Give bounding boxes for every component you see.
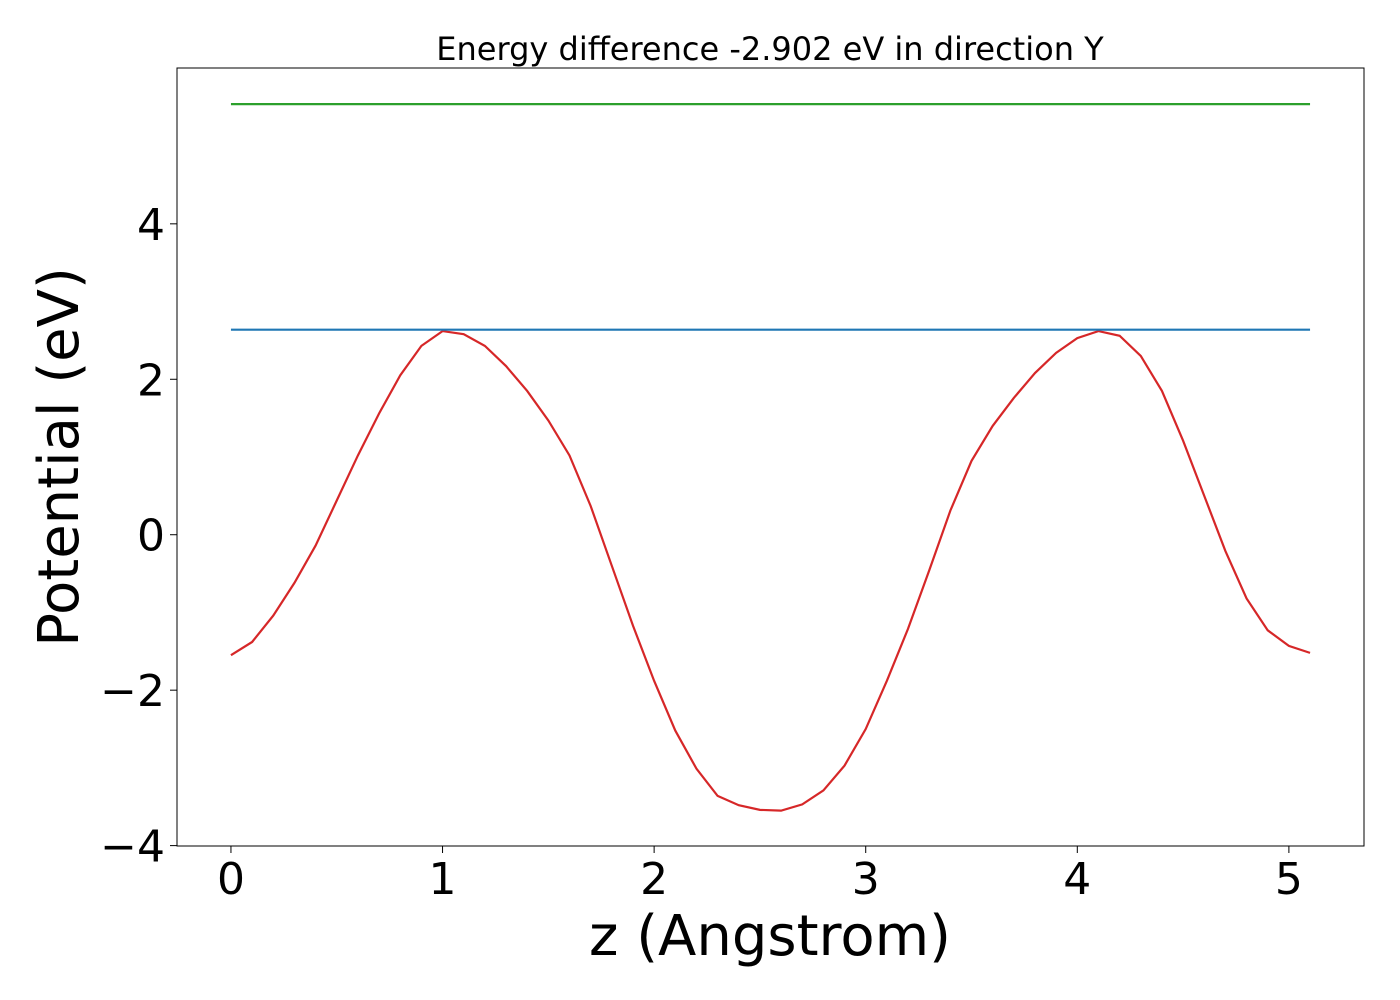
x-tick-label: 3 — [852, 854, 880, 905]
y-tick-label: 2 — [137, 355, 165, 406]
x-tick-label: 2 — [640, 854, 668, 905]
y-tick-label: −2 — [100, 666, 165, 717]
chart-title: Energy difference -2.902 eV in direction… — [436, 30, 1104, 68]
x-tick-label: 0 — [217, 854, 245, 905]
x-tick-label: 1 — [429, 854, 457, 905]
plot-frame — [176, 67, 1365, 847]
x-axis-label: z (Angstrom) — [589, 904, 951, 969]
line — [230, 329, 1311, 812]
y-axis-label: Potential (eV) — [27, 267, 92, 647]
y-tick-label: 0 — [137, 511, 165, 562]
y-tick-label: −4 — [100, 822, 165, 873]
x-tick-label: 4 — [1063, 854, 1091, 905]
y-tick-label: 4 — [137, 200, 165, 251]
x-tick-label: 5 — [1275, 854, 1303, 905]
